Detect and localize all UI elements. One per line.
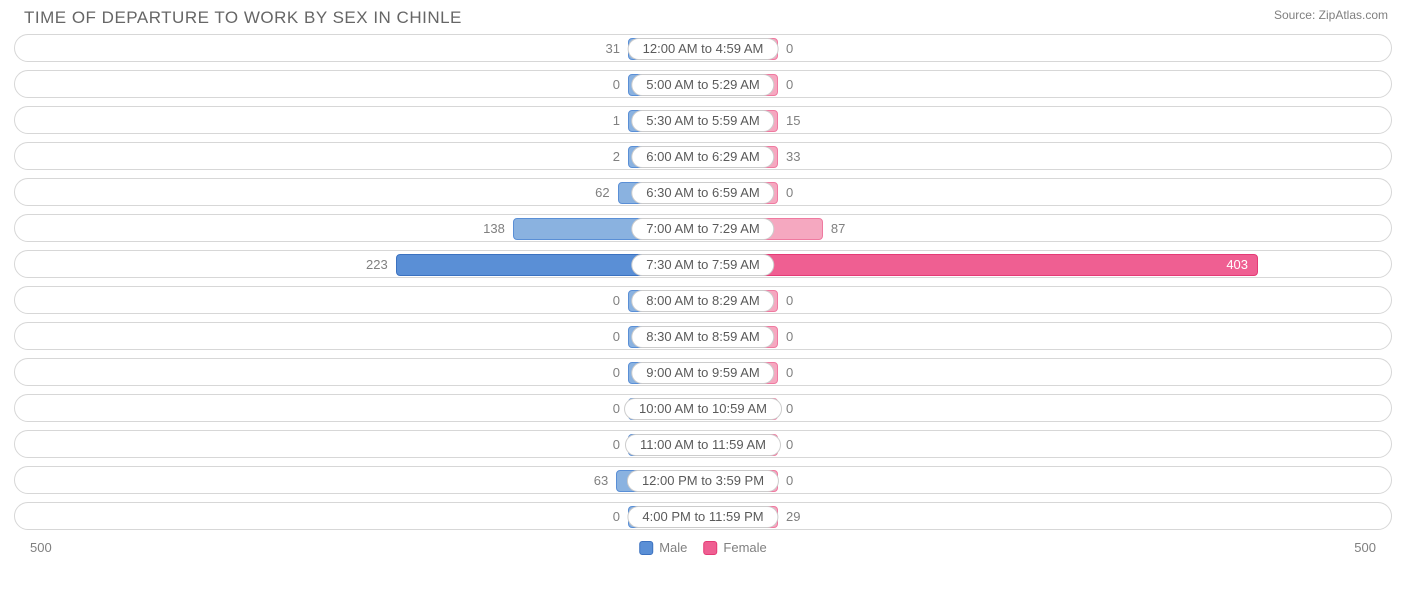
male-value: 223 [366,251,388,279]
female-swatch-icon [703,541,717,555]
chart-row: 31 0 12:00 AM to 4:59 AM [14,34,1392,62]
row-label-pill: 7:30 AM to 7:59 AM [631,254,774,276]
female-value: 0 [786,71,793,99]
female-value: 29 [786,503,800,531]
chart-container: TIME OF DEPARTURE TO WORK BY SEX IN CHIN… [0,0,1406,594]
female-value: 0 [786,323,793,351]
chart-row: 138 87 7:00 AM to 7:29 AM [14,214,1392,242]
male-value: 63 [594,467,608,495]
row-label-pill: 6:30 AM to 6:59 AM [631,182,774,204]
row-label-pill: 5:00 AM to 5:29 AM [631,74,774,96]
chart-row: 223 403 7:30 AM to 7:59 AM [14,250,1392,278]
legend-item-female: Female [703,540,766,555]
female-value: 403 [1218,251,1256,279]
male-value: 31 [606,35,620,63]
row-label-pill: 4:00 PM to 11:59 PM [627,506,778,528]
chart-footer: 500 Male Female 500 [14,538,1392,555]
female-value: 0 [786,287,793,315]
male-swatch-icon [639,541,653,555]
chart-row: 0 0 8:00 AM to 8:29 AM [14,286,1392,314]
row-label-pill: 12:00 AM to 4:59 AM [628,38,779,60]
female-value: 87 [831,215,845,243]
female-value: 33 [786,143,800,171]
chart-row: 2 33 6:00 AM to 6:29 AM [14,142,1392,170]
chart-row: 0 0 5:00 AM to 5:29 AM [14,70,1392,98]
legend: Male Female [639,540,767,555]
legend-male-label: Male [659,540,687,555]
row-label-pill: 11:00 AM to 11:59 AM [625,434,781,456]
female-value: 0 [786,431,793,459]
male-value: 0 [613,287,620,315]
row-label-pill: 5:30 AM to 5:59 AM [631,110,774,132]
row-label-pill: 9:00 AM to 9:59 AM [631,362,774,384]
female-value: 0 [786,35,793,63]
chart-row: 0 011:00 AM to 11:59 AM [14,430,1392,458]
row-label-pill: 6:00 AM to 6:29 AM [631,146,774,168]
row-label-pill: 12:00 PM to 3:59 PM [627,470,779,492]
chart-row: 1 15 5:30 AM to 5:59 AM [14,106,1392,134]
row-label-pill: 8:30 AM to 8:59 AM [631,326,774,348]
legend-female-label: Female [723,540,766,555]
male-value: 0 [613,503,620,531]
axis-right-max: 500 [1354,540,1376,555]
male-value: 0 [613,359,620,387]
legend-item-male: Male [639,540,687,555]
chart-row: 0 010:00 AM to 10:59 AM [14,394,1392,422]
axis-left-max: 500 [30,540,52,555]
female-value: 0 [786,395,793,423]
male-value: 0 [613,71,620,99]
female-bar [703,254,1258,276]
row-label-pill: 10:00 AM to 10:59 AM [624,398,782,420]
chart-title: TIME OF DEPARTURE TO WORK BY SEX IN CHIN… [24,8,462,28]
male-value: 2 [613,143,620,171]
male-value: 0 [613,323,620,351]
chart-row: 0 0 8:30 AM to 8:59 AM [14,322,1392,350]
male-value: 1 [613,107,620,135]
male-value: 0 [613,395,620,423]
chart-header: TIME OF DEPARTURE TO WORK BY SEX IN CHIN… [14,8,1392,34]
female-value: 0 [786,467,793,495]
row-label-pill: 7:00 AM to 7:29 AM [631,218,774,240]
chart-area: 31 0 12:00 AM to 4:59 AM 0 0 5:00 AM to 5:29 … [14,34,1392,530]
chart-row: 63 0 12:00 PM to 3:59 PM [14,466,1392,494]
female-value: 15 [786,107,800,135]
male-value: 138 [483,215,505,243]
male-value: 0 [613,431,620,459]
chart-row: 0 29 4:00 PM to 11:59 PM [14,502,1392,530]
chart-row: 0 0 9:00 AM to 9:59 AM [14,358,1392,386]
male-value: 62 [595,179,609,207]
chart-source: Source: ZipAtlas.com [1274,8,1388,22]
female-value: 0 [786,359,793,387]
chart-row: 62 0 6:30 AM to 6:59 AM [14,178,1392,206]
female-value: 0 [786,179,793,207]
row-label-pill: 8:00 AM to 8:29 AM [631,290,774,312]
